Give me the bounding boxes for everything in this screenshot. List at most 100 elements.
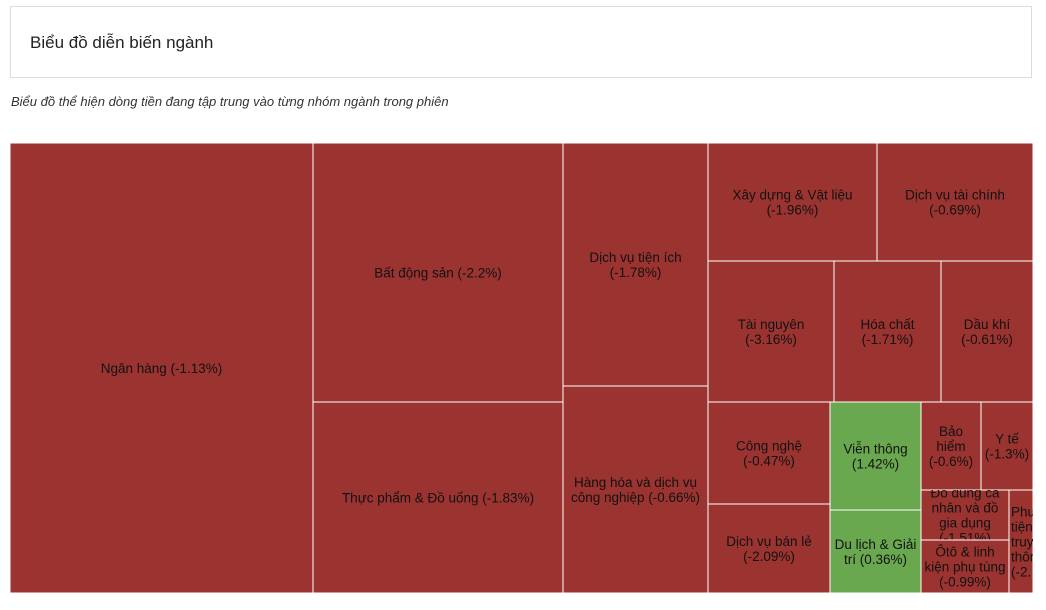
treemap-label-line: Tài nguyên: [738, 317, 805, 332]
treemap-label-thuc-pham-do-uong: Thực phẩm & Đồ uống (-1.83%): [342, 491, 534, 506]
treemap-rect-vien-thong[interactable]: [829, 401, 922, 511]
treemap-cell-vien-thong[interactable]: Viễn thông (1.42%): [829, 401, 922, 511]
treemap-cell-bat-dong-san[interactable]: Bất động sản (-2.2%): [312, 142, 564, 403]
treemap-cell-phuong-tien-truyen-thong[interactable]: Phư tiện truy thôn (-2.: [1008, 489, 1037, 594]
treemap-label-xay-dung-vat-lieu: Xây dựng & Vật liệu (-1.96%): [732, 188, 852, 218]
treemap-rect-thuc-pham-do-uong[interactable]: [312, 401, 564, 594]
treemap-cell-hoa-chat[interactable]: Hóa chất (-1.71%): [833, 260, 942, 403]
treemap-label-hang-hoa-va-dich-vu-cong-nghiep: Hàng hóa và dịch vụ công nghiệp (-0.66%): [571, 475, 700, 505]
treemap-label-dich-vu-tien-ich: Dịch vụ tiện ích (-1.78%): [589, 250, 681, 280]
treemap-label-line: (-0.6%): [929, 454, 973, 469]
treemap-label-line: Dầu khí: [964, 317, 1011, 332]
treemap-label-line: (-1.78%): [610, 265, 662, 280]
treemap-label-line: thôn: [1011, 550, 1037, 565]
treemap-rect-bao-hiem[interactable]: [920, 401, 982, 491]
treemap-label-du-lich-giai-tri: Du lịch & Giải trí (0.36%): [835, 537, 917, 567]
treemap-label-line: (-2.09%): [743, 549, 795, 564]
treemap-label-line: Y tế: [995, 432, 1019, 447]
treemap-label-line: Dịch vụ tiện ích: [589, 250, 681, 265]
treemap-label-line: Thực phẩm & Đồ uống (-1.83%): [342, 491, 534, 506]
treemap-cell-dich-vu-tai-chinh[interactable]: Dịch vụ tài chính (-0.69%): [876, 142, 1034, 262]
treemap-label-line: (-0.61%): [961, 332, 1013, 347]
treemap-label-dich-vu-ban-le: Dịch vụ bán lẻ (-2.09%): [726, 534, 812, 564]
treemap-label-line: gia dụng: [939, 516, 991, 531]
treemap-label-line: Phư: [1011, 505, 1037, 520]
treemap-cell-ngan-hang[interactable]: Ngân hàng (-1.13%): [9, 142, 314, 594]
treemap-label-cong-nghe: Công nghệ (-0.47%): [736, 439, 802, 469]
treemap-label-dich-vu-tai-chinh: Dịch vụ tài chính (-0.69%): [905, 188, 1005, 218]
treemap-label-line: Hóa chất: [860, 317, 914, 332]
treemap-rect-dich-vu-tai-chinh[interactable]: [876, 142, 1034, 262]
treemap-rect-cong-nghe[interactable]: [707, 401, 831, 505]
treemap-label-line: Dịch vụ bán lẻ: [726, 534, 812, 549]
treemap-label-hoa-chat: Hóa chất (-1.71%): [860, 317, 914, 347]
treemap-cell-tai-nguyen[interactable]: Tài nguyên (-3.16%): [707, 260, 835, 403]
treemap-rect-hoa-chat[interactable]: [833, 260, 942, 403]
treemap-label-line: Hàng hóa và dịch vụ: [574, 475, 697, 490]
chart-title: Biểu đồ diễn biến ngành: [30, 33, 214, 52]
treemap-rect-oto-linh-kien-phu-tung[interactable]: [920, 539, 1010, 594]
treemap-label-line: Xây dựng & Vật liệu: [732, 188, 852, 203]
treemap-rect-tai-nguyen[interactable]: [707, 260, 835, 403]
treemap-rect-dau-khi[interactable]: [940, 260, 1034, 403]
treemap-rect-y-te[interactable]: [980, 401, 1034, 491]
treemap-label-line: (-1.3%): [985, 447, 1029, 462]
treemap-label-line: truy: [1011, 535, 1034, 550]
treemap-rect-bat-dong-san[interactable]: [312, 142, 564, 403]
treemap-cell-oto-linh-kien-phu-tung[interactable]: Ôtô & linh kiện phụ tùng (-0.99%): [920, 539, 1010, 594]
treemap-rect-hang-hoa-va-dich-vu-cong-nghiep[interactable]: [562, 385, 709, 594]
treemap-cell-thuc-pham-do-uong[interactable]: Thực phẩm & Đồ uống (-1.83%): [312, 401, 564, 594]
treemap-cell-cong-nghe[interactable]: Công nghệ (-0.47%): [707, 401, 831, 505]
treemap-label-bat-dong-san: Bất động sản (-2.2%): [374, 266, 502, 281]
treemap-label-line: (-1.71%): [862, 332, 914, 347]
treemap-label-line: (-3.16%): [745, 332, 797, 347]
treemap-label-vien-thong: Viễn thông (1.42%): [843, 442, 907, 472]
treemap-label-line: Ngân hàng (-1.13%): [101, 361, 223, 376]
treemap-label-line: Du lịch & Giải: [835, 537, 917, 552]
treemap-cell-dich-vu-ban-le[interactable]: Dịch vụ bán lẻ (-2.09%): [707, 503, 831, 594]
treemap-label-line: (-2.: [1011, 565, 1031, 580]
treemap-label-line: Bất động sản (-2.2%): [374, 266, 502, 281]
treemap-cell-dich-vu-tien-ich[interactable]: Dịch vụ tiện ích (-1.78%): [562, 142, 709, 387]
treemap-label-line: công nghiệp (-0.66%): [571, 490, 700, 505]
treemap-cell-du-lich-giai-tri[interactable]: Du lịch & Giải trí (0.36%): [829, 509, 922, 594]
treemap-label-phuong-tien-truyen-thong: Phư tiện truy thôn (-2.: [1011, 505, 1037, 580]
treemap-cell-y-te[interactable]: Y tế (-1.3%): [980, 401, 1034, 491]
treemap-cell-do-dung-ca-nhan-va-do-gia-dung[interactable]: Đồ dùng cá nhân và đồ gia dụng (-1.51%): [920, 486, 1010, 546]
treemap-cell-xay-dung-vat-lieu[interactable]: Xây dựng & Vật liệu (-1.96%): [707, 142, 878, 262]
treemap-rect-dich-vu-tien-ich[interactable]: [562, 142, 709, 387]
treemap-label-line: (-0.69%): [929, 203, 981, 218]
treemap-label-line: tiện: [1011, 520, 1033, 535]
treemap-label-line: Bảo: [939, 424, 963, 439]
treemap-label-line: Đồ dùng cá: [930, 486, 1000, 501]
treemap-label-line: Ôtô & linh: [935, 545, 994, 560]
treemap-cell-dau-khi[interactable]: Dầu khí (-0.61%): [940, 260, 1034, 403]
treemap-label-do-dung-ca-nhan-va-do-gia-dung: Đồ dùng cá nhân và đồ gia dụng (-1.51%): [930, 486, 1000, 546]
treemap-label-line: (-0.47%): [743, 454, 795, 469]
treemap-cell-bao-hiem[interactable]: Bảo hiểm (-0.6%): [920, 401, 982, 491]
treemap-label-line: (-0.99%): [939, 575, 991, 590]
treemap-label-line: nhân và đồ: [932, 501, 999, 516]
treemap-label-dau-khi: Dầu khí (-0.61%): [961, 317, 1013, 347]
treemap-label-line: Viễn thông: [843, 442, 907, 457]
treemap-rect-xay-dung-vat-lieu[interactable]: [707, 142, 878, 262]
treemap-label-oto-linh-kien-phu-tung: Ôtô & linh kiện phụ tùng (-0.99%): [924, 545, 1005, 590]
treemap-label-line: Công nghệ: [736, 439, 802, 454]
treemap-label-ngan-hang: Ngân hàng (-1.13%): [101, 361, 223, 376]
treemap-label-line: kiện phụ tùng: [924, 560, 1005, 575]
treemap-label-line: (-1.51%): [939, 531, 991, 546]
treemap-rect-ngan-hang[interactable]: [9, 142, 314, 594]
treemap-label-bao-hiem: Bảo hiểm (-0.6%): [929, 424, 973, 469]
treemap-label-line: Dịch vụ tài chính: [905, 188, 1005, 203]
treemap-rect-dich-vu-ban-le[interactable]: [707, 503, 831, 594]
treemap-label-line: hiểm: [936, 439, 965, 454]
treemap-label-line: (-1.96%): [767, 203, 819, 218]
treemap-cell-hang-hoa-va-dich-vu-cong-nghiep[interactable]: Hàng hóa và dịch vụ công nghiệp (-0.66%): [562, 385, 709, 594]
treemap-label-y-te: Y tế (-1.3%): [985, 432, 1029, 462]
treemap-label-line: (1.42%): [852, 457, 899, 472]
treemap-rect-du-lich-giai-tri[interactable]: [829, 509, 922, 594]
treemap-rect-do-dung-ca-nhan-va-do-gia-dung[interactable]: [920, 489, 1010, 541]
treemap-rect-phuong-tien-truyen-thong[interactable]: [1008, 489, 1034, 594]
treemap-label-line: trí (0.36%): [844, 552, 907, 567]
